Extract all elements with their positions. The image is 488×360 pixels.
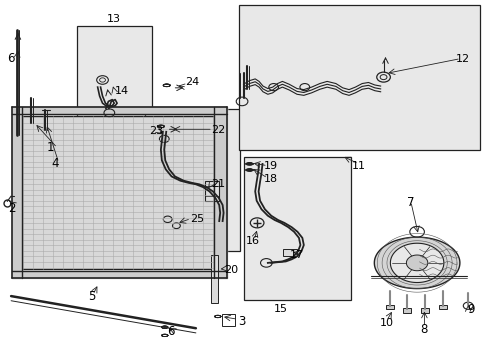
Text: 2: 2 [8,202,16,215]
Text: 6: 6 [7,52,15,65]
Text: 15: 15 [273,303,287,314]
Bar [386,305,393,309]
Text: 25: 25 [190,214,204,224]
Text: 6: 6 [166,325,174,338]
Bar [243,157,351,300]
Bar [283,249,296,256]
Text: 17: 17 [289,250,304,260]
Bar [238,5,479,150]
Text: 16: 16 [246,236,260,246]
Text: 12: 12 [455,54,469,64]
Text: 4: 4 [51,157,59,170]
Text: 18: 18 [264,174,278,184]
Text: 19: 19 [264,161,278,171]
Polygon shape [389,243,443,283]
Text: 14: 14 [115,86,129,96]
Text: 13: 13 [107,14,121,23]
Text: 23: 23 [149,126,163,136]
Text: 22: 22 [211,125,225,135]
Text: 10: 10 [379,318,393,328]
Bar [77,26,152,146]
Bar [211,255,218,303]
Text: 24: 24 [185,77,199,87]
Bar [221,314,234,327]
Text: 9: 9 [466,303,473,316]
Polygon shape [374,237,459,289]
Bar [438,305,446,309]
Polygon shape [406,255,427,271]
Text: 1: 1 [46,141,54,154]
Text: 8: 8 [420,323,427,336]
Text: 20: 20 [224,265,238,275]
Bar [144,109,239,251]
Text: 21: 21 [211,179,225,189]
Bar [421,308,428,313]
Text: 3: 3 [238,315,245,328]
Text: 11: 11 [351,161,365,171]
Bar [204,181,219,202]
Text: 7: 7 [406,195,414,209]
Bar [403,308,410,313]
Bar [21,116,215,269]
Text: 5: 5 [87,289,95,303]
Bar [21,116,215,269]
